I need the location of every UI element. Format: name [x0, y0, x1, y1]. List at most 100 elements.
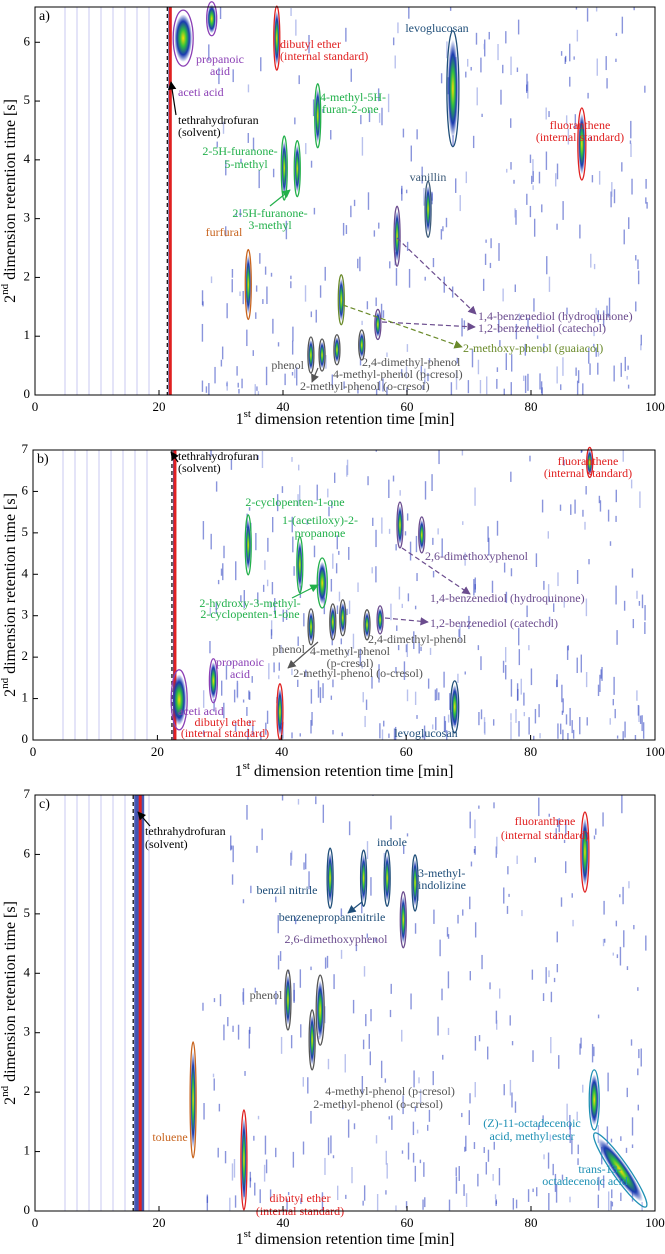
y-tick-label: 3 — [24, 1024, 31, 1039]
y-axis-label-part: dimension retention time [s] — [2, 99, 19, 284]
peak-blob — [397, 505, 403, 545]
peak-blob — [377, 607, 383, 632]
peak-label: phenol — [272, 642, 305, 656]
x-tick-label: 80 — [524, 744, 537, 759]
y-axis-label-part: dimension retention time [s] — [2, 901, 19, 1086]
y-tick-label: 7 — [22, 441, 29, 456]
peak-blob — [241, 1117, 247, 1203]
peak-label: 2-5H-furanone- — [202, 144, 277, 158]
peak-blob — [317, 561, 327, 605]
y-axis-label-part: dimension retention time [s] — [2, 493, 19, 678]
peak-label: fluoranthene — [515, 814, 576, 828]
y-tick-label: 6 — [24, 33, 31, 48]
peak-blob — [589, 1074, 599, 1126]
y-tick-label: 6 — [24, 845, 31, 860]
x-axis-label-part: st — [243, 760, 250, 772]
annotation-arrow — [401, 547, 471, 595]
peak-contour — [358, 329, 366, 361]
peak-contour — [315, 974, 325, 1046]
peak-label: acid — [210, 64, 230, 78]
peak-blob — [451, 684, 459, 729]
x-axis-label: 1st dimension retention time [min] — [236, 1228, 455, 1248]
x-tick-label: 60 — [400, 744, 413, 759]
peak-label: (internal standard) — [181, 726, 269, 740]
peak-blob — [316, 980, 324, 1040]
peak-contour — [280, 135, 288, 201]
x-tick-label: 20 — [153, 399, 166, 414]
peak-label: (internal standard) — [280, 49, 368, 63]
peak-label: dibutyl ether — [280, 37, 341, 51]
y-tick-label: 1 — [22, 690, 29, 705]
peak-contour — [363, 609, 371, 641]
x-tick-label: 20 — [151, 744, 164, 759]
peak-label: 4-methyl-phenol (p-cresol) — [333, 367, 463, 381]
x-tick-label: 80 — [525, 1215, 538, 1230]
peak-blob — [425, 185, 431, 234]
peak-label: phenol — [250, 988, 283, 1002]
peak-blob — [245, 254, 251, 315]
peak-contour — [383, 849, 391, 907]
peak-contour — [308, 1009, 316, 1071]
plot-area — [33, 450, 655, 740]
y-tick-label: 5 — [22, 524, 29, 539]
panel-label: b) — [37, 452, 49, 467]
peak-label: acid — [230, 667, 250, 681]
x-tick-label: 0 — [30, 744, 37, 759]
peak-contour — [359, 849, 368, 907]
x-tick-label: 20 — [153, 1215, 166, 1230]
plot-frame — [32, 449, 656, 741]
annotation-arrow — [269, 189, 291, 207]
peak-label: 2,6-dimethoxyphenol — [425, 549, 529, 563]
peak-label: 3-methyl — [248, 218, 292, 232]
peak-contour — [318, 338, 326, 372]
peak-label: (internal standard) — [501, 828, 589, 842]
peak-contour — [393, 205, 401, 267]
y-tick-label: 3 — [24, 210, 31, 225]
peak-label: acid, methyl ester — [490, 1129, 575, 1143]
peak-label: benzenepropanenitrile — [279, 910, 386, 924]
peak-contour — [374, 308, 382, 341]
x-axis-label: 1st dimension retention time [min] — [236, 408, 455, 428]
peak-blob — [330, 606, 336, 638]
panel-label: a) — [39, 9, 50, 24]
y-tick-label: 7 — [24, 786, 31, 801]
peak-contour — [333, 334, 341, 366]
peak-label: fluoranthene — [558, 454, 619, 468]
annotation-arrow — [137, 811, 151, 827]
peak-contour — [307, 336, 315, 374]
peak-contour — [296, 536, 304, 594]
plot-frame — [34, 794, 656, 1212]
peak-blob — [308, 611, 314, 643]
peak-label: toluene — [152, 1130, 187, 1144]
x-tick-label: 40 — [277, 1215, 290, 1230]
peak-blob — [338, 278, 344, 322]
peak-blob — [174, 14, 193, 62]
x-tick-label: 80 — [525, 399, 538, 414]
peak-contour — [244, 514, 252, 576]
peak-label: 2-cyclopenten-1-one — [200, 607, 299, 621]
peak-contour — [273, 5, 281, 71]
peak-label: 1,4-benzenediol (hydroquinone) — [430, 591, 585, 605]
x-axis-label-part: 1 — [235, 763, 243, 780]
peak-label: phenol — [271, 358, 304, 372]
peak-blob — [327, 852, 333, 904]
peak-label: benzil nitrile — [257, 883, 318, 897]
peak-label: 5-methyl — [224, 157, 268, 171]
peak-label: (internal standard) — [536, 130, 624, 144]
peak-contour — [593, 1132, 648, 1208]
peak-label: 2-hydroxy-3-methyl- — [199, 596, 300, 610]
plot-area — [35, 7, 655, 395]
peak-blob — [360, 854, 367, 902]
peak-blob — [171, 674, 187, 726]
y-tick-label: 2 — [24, 1083, 31, 1098]
peak-label: 1,2-benzenediol (catechol) — [478, 321, 606, 335]
peak-blob — [277, 688, 283, 736]
peak-label: 4-methyl-5H- — [320, 90, 386, 104]
peak-blob — [581, 818, 589, 887]
peak-label: propanoic — [196, 52, 244, 66]
y-axis-label-part: 2 — [2, 295, 19, 303]
peak-label: (solvent) — [178, 461, 221, 475]
peak-blob — [400, 896, 406, 944]
peak-label: 2-methyl-phenol (o-cresol) — [293, 666, 423, 680]
peak-contour — [189, 1041, 197, 1159]
